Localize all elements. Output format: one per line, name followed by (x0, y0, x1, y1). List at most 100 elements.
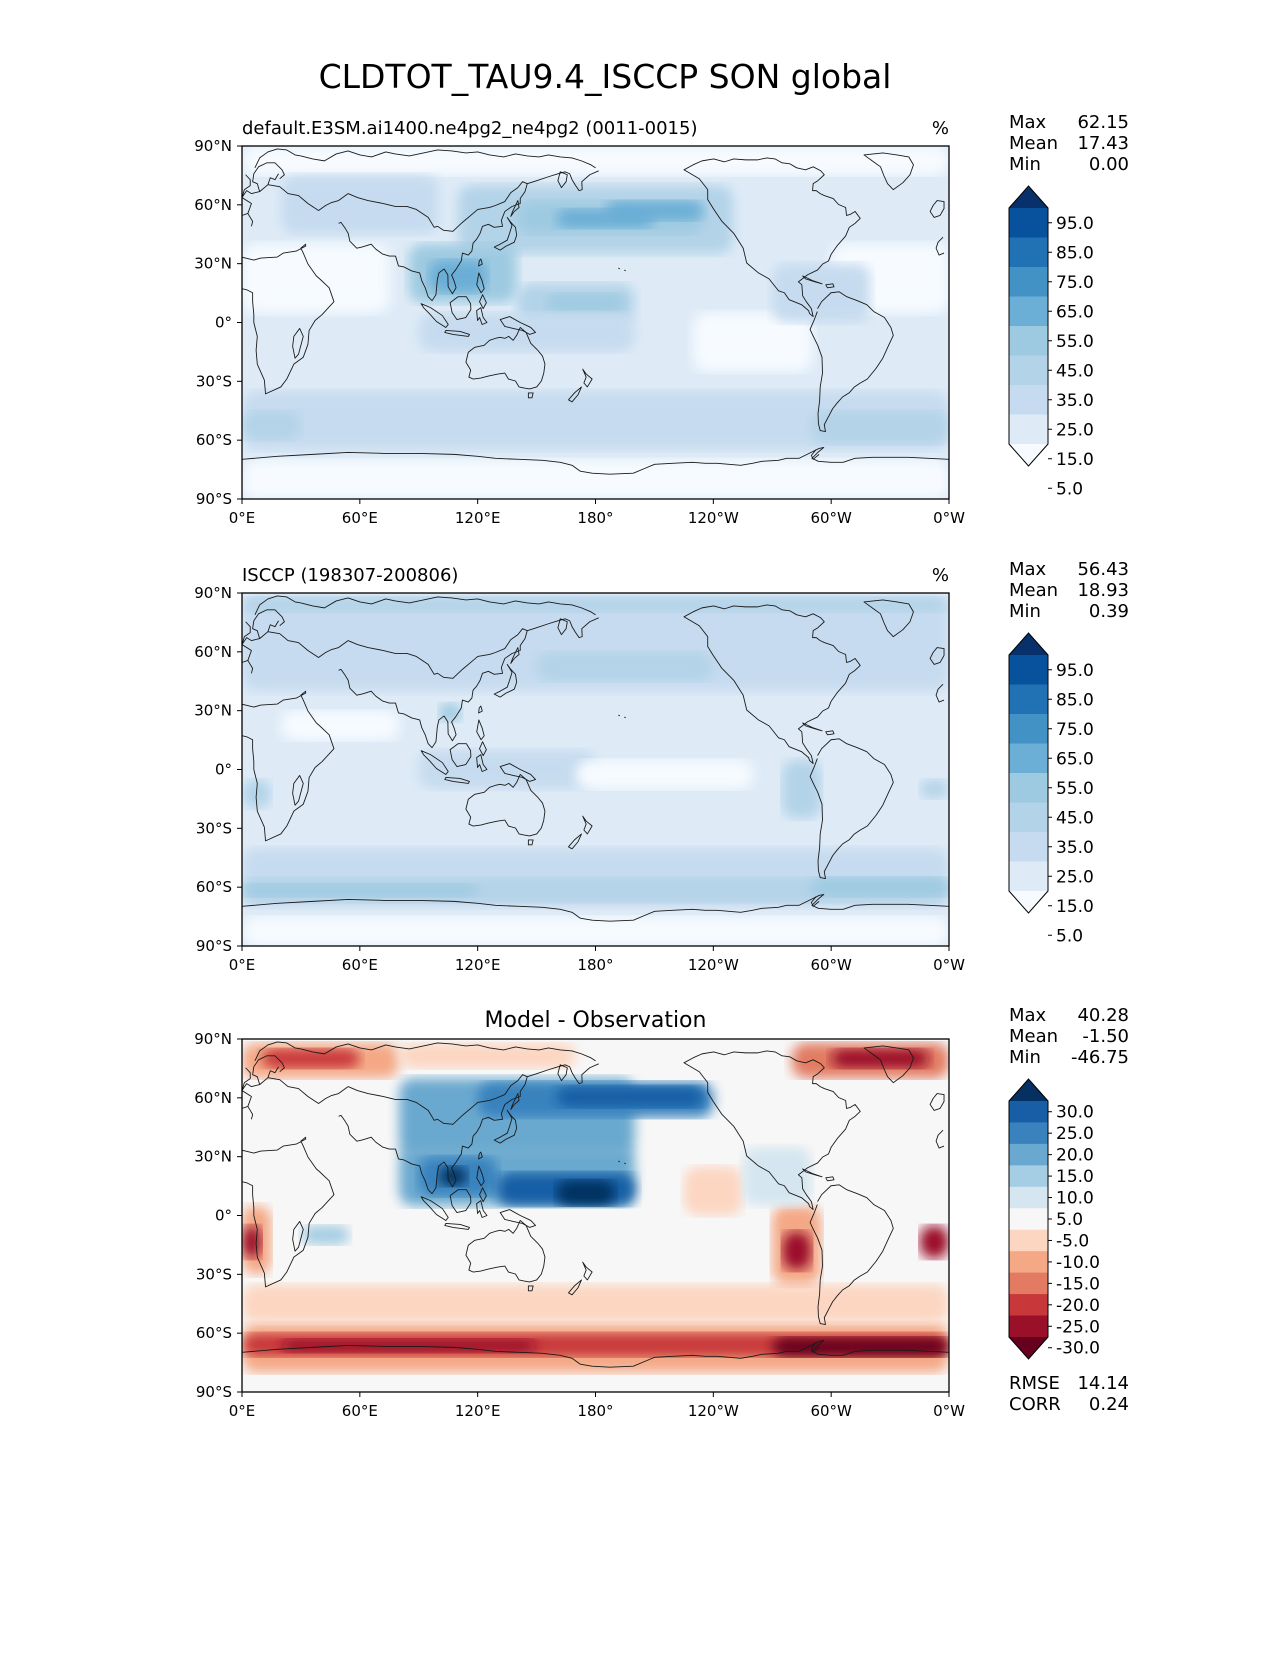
colorbar-tick-label: -5.0 (1056, 1231, 1089, 1251)
colorbar-outline (1008, 632, 1049, 914)
y-tick-label: 60°N (194, 1089, 232, 1107)
y-tick-label: 30°N (194, 255, 232, 273)
colorbar-tick-label: -30.0 (1056, 1339, 1100, 1359)
contour-region (683, 1166, 743, 1216)
x-tick-label: 60°W (810, 509, 852, 527)
stat-value: 14.14 (1077, 1373, 1129, 1394)
map-panel-diff: 0°E 60°E 120°E 180° 120°W 60°W 0°W 90°N 60°N 30°N… (194, 1005, 1129, 1420)
stat-label: Max (1009, 559, 1047, 580)
contour-region (242, 883, 478, 897)
x-tick-label: 0°W (933, 509, 965, 527)
contour-region (399, 1042, 576, 1069)
contour-region (242, 596, 949, 613)
contour-region (772, 263, 871, 323)
stat-value: 0.24 (1089, 1394, 1129, 1415)
colorbar-outline (1008, 1078, 1049, 1360)
colorbar-tick-label: -15.0 (1056, 1274, 1100, 1294)
y-tick-label: 90°N (194, 584, 232, 602)
colorbar-extend-bottom (1009, 1337, 1048, 1359)
colorbar-tick-label: 55.0 (1056, 779, 1094, 799)
colorbar-tick-label: 85.0 (1056, 690, 1094, 710)
contour-region (811, 410, 949, 445)
contour-region (556, 1086, 704, 1108)
colorbar-segment (1009, 208, 1048, 238)
x-tick-label: 120°E (455, 1402, 501, 1420)
colorbar-segment (1009, 1186, 1048, 1209)
contour-region (418, 749, 596, 790)
stat-value: -1.50 (1082, 1026, 1129, 1047)
x-tick-label: 120°W (688, 1402, 739, 1420)
colorbar-tick-label: 15.0 (1056, 897, 1094, 917)
colorbar-tick-label: 55.0 (1056, 332, 1094, 352)
stat-value: 56.43 (1077, 559, 1129, 580)
y-tick-label: 90°S (196, 937, 232, 955)
y-tick-label: 60°N (194, 643, 232, 661)
colorbar-tick-label: 25.0 (1056, 420, 1094, 440)
x-tick-label: 0°W (933, 1402, 965, 1420)
colorbar-segment (1009, 773, 1048, 803)
y-tick-label: 0° (215, 761, 232, 779)
contour-region (281, 1339, 537, 1353)
contour-region (242, 1284, 949, 1324)
panel-left-title: ISCCP (198307-200806) (242, 565, 458, 586)
contour-region (605, 200, 704, 221)
y-tick-label: 0° (215, 314, 232, 332)
stat-value: 0.39 (1089, 601, 1129, 622)
stat-label: RMSE (1009, 1373, 1060, 1394)
contour-region (536, 651, 714, 682)
x-tick-label: 120°E (455, 956, 501, 974)
panel-title: Model - Observation (485, 1008, 707, 1033)
colorbar-tick-label: -20.0 (1056, 1296, 1100, 1316)
colorbar-segment (1009, 1122, 1048, 1145)
contour-region (438, 1166, 468, 1187)
colorbar-segment (1009, 655, 1048, 685)
colorbar-extend-top (1009, 1079, 1048, 1101)
contour-region (242, 916, 949, 946)
colorbar-segment (1009, 385, 1048, 415)
contour-region (242, 1225, 262, 1259)
contour-region (281, 175, 439, 235)
colorbar-tick-label: -25.0 (1056, 1317, 1100, 1337)
stat-label: Mean (1009, 580, 1058, 601)
colorbar-tick-label: 35.0 (1056, 391, 1094, 411)
stat-label: Max (1009, 112, 1047, 133)
contour-region (438, 702, 462, 723)
contour-region (261, 1048, 360, 1069)
colorbar-segment (1009, 1294, 1048, 1317)
colorbar-segment (1009, 714, 1048, 744)
colorbar-tick-label: 45.0 (1056, 361, 1094, 381)
contour-region (556, 1180, 616, 1206)
map-panel-model: 0°E 60°E 120°E 180° 120°W 60°W 0°W 90°N 60°N 30°N… (194, 112, 1129, 527)
panel-units: % (932, 118, 949, 139)
colorbar-segment (1009, 296, 1048, 327)
contour-region (546, 293, 625, 313)
x-tick-label: 0°E (229, 509, 256, 527)
x-tick-label: 60°E (342, 509, 378, 527)
colorbar-tick-label: 85.0 (1056, 243, 1094, 263)
colorbar-tick-label: 15.0 (1056, 1167, 1094, 1187)
colorbar-segment (1009, 1101, 1048, 1123)
contour-region (782, 759, 822, 819)
colorbar-segment (1009, 684, 1048, 715)
panel-units: % (932, 565, 949, 586)
y-tick-label: 30°S (196, 1265, 232, 1283)
colorbar-tick-label: 30.0 (1056, 1103, 1094, 1123)
contour-region (428, 259, 488, 294)
colorbar-segment (1009, 414, 1048, 445)
colorbar-tick-label: -10.0 (1056, 1253, 1100, 1273)
stat-label: Min (1009, 154, 1041, 175)
colorbar-obs: 95.0 85.0 75.0 65.0 55.0 45.0 35.0 25.0 15.0 5.0 (1008, 632, 1094, 946)
contour-region (919, 1225, 949, 1259)
colorbar-tick-label: 25.0 (1056, 867, 1094, 887)
x-tick-label: 0°E (229, 1402, 256, 1420)
stat-label: CORR (1009, 1394, 1061, 1415)
x-tick-label: 0°E (229, 956, 256, 974)
contour-region (919, 779, 949, 799)
contour-region (693, 312, 812, 372)
colorbar-segment (1009, 861, 1048, 892)
colorbar-extend-bottom (1009, 891, 1048, 913)
stat-value: 40.28 (1077, 1005, 1129, 1026)
x-tick-label: 60°W (810, 1402, 852, 1420)
x-tick-label: 60°E (342, 1402, 378, 1420)
